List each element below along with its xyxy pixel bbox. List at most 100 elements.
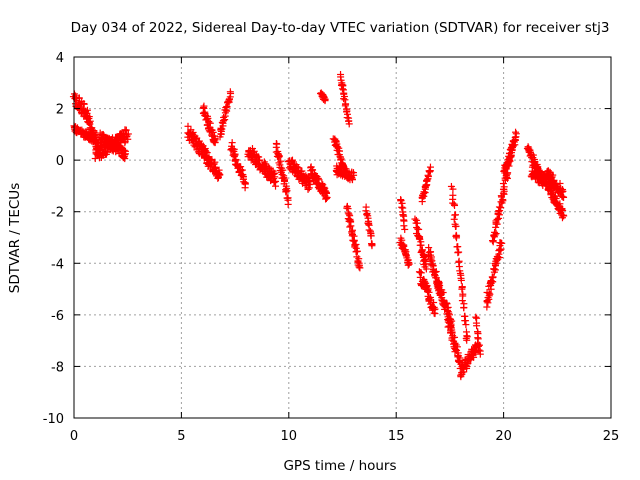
data-point [489, 273, 497, 281]
data-point [200, 104, 208, 112]
data-point [485, 289, 493, 297]
data-point [456, 354, 464, 362]
data-point [456, 267, 464, 275]
data-point [422, 265, 430, 273]
y-tick-label: 0 [56, 154, 64, 169]
data-point [298, 167, 306, 175]
data-point [85, 113, 93, 121]
x-tick-label: 5 [177, 429, 185, 444]
data-point [493, 215, 501, 223]
data-point [560, 212, 568, 220]
data-point [559, 193, 567, 201]
data-point [426, 163, 434, 171]
data-point [476, 350, 484, 358]
data-point [368, 240, 376, 248]
data-point [490, 265, 498, 273]
data-point [507, 153, 515, 161]
data-point [529, 151, 537, 159]
data-point [305, 184, 313, 192]
data-point [92, 131, 100, 139]
data-point [417, 269, 425, 277]
data-point [398, 203, 406, 211]
grid [74, 57, 611, 418]
data-point [491, 231, 499, 239]
data-point [452, 222, 460, 230]
data-point [472, 313, 480, 321]
data-point [411, 215, 419, 223]
data-point [402, 252, 410, 260]
data-point [347, 222, 355, 230]
data-points [69, 70, 568, 381]
data-point [487, 285, 495, 293]
data-point [121, 127, 129, 135]
data-point [417, 238, 425, 246]
data-point [449, 191, 457, 199]
data-point [353, 247, 361, 255]
data-point [452, 234, 460, 242]
x-tick-label: 15 [388, 429, 405, 444]
data-point [282, 188, 290, 196]
data-point [435, 278, 443, 286]
y-tick-label: -10 [43, 412, 64, 427]
data-point [512, 133, 520, 141]
data-point [436, 282, 444, 290]
data-point [345, 120, 353, 128]
data-point [421, 278, 429, 286]
data-point [80, 100, 88, 108]
data-point [492, 230, 500, 238]
data-point [288, 156, 296, 164]
data-point [321, 97, 329, 105]
data-point [314, 174, 322, 182]
data-point [218, 125, 226, 133]
y-tick-label: 2 [56, 103, 64, 118]
data-point [401, 225, 409, 233]
data-point [425, 288, 433, 296]
data-point [184, 122, 192, 130]
data-point [365, 226, 373, 234]
data-point [284, 200, 292, 208]
data-point [432, 268, 440, 276]
data-point [321, 184, 329, 192]
data-point [496, 254, 504, 262]
data-point [90, 127, 98, 135]
data-point [430, 303, 438, 311]
data-point [424, 171, 432, 179]
data-point [453, 343, 461, 351]
data-point [211, 138, 219, 146]
data-point [283, 187, 291, 195]
data-point [284, 194, 292, 202]
data-point [497, 203, 505, 211]
data-point [344, 205, 352, 213]
data-point [449, 185, 457, 193]
data-point [455, 248, 463, 256]
y-axis-label: SDTVAR / TECUs [7, 183, 23, 293]
data-point [423, 176, 431, 184]
data-point [303, 174, 311, 182]
data-point [431, 310, 439, 318]
data-point [281, 177, 289, 185]
data-point [445, 319, 453, 327]
data-point [451, 201, 459, 209]
data-point [448, 328, 456, 336]
data-point [322, 188, 330, 196]
data-point [363, 210, 371, 218]
data-point [450, 215, 458, 223]
data-point [548, 185, 556, 193]
y-tick-label: -2 [51, 206, 64, 221]
data-point [526, 146, 534, 154]
data-point [463, 333, 471, 341]
data-point [486, 290, 494, 298]
data-point [86, 117, 94, 125]
data-point [275, 153, 283, 161]
data-point [457, 276, 465, 284]
data-point [400, 222, 408, 230]
data-point [189, 128, 197, 136]
data-point [121, 150, 129, 158]
data-point [500, 183, 508, 191]
data-point [460, 303, 468, 311]
data-point [458, 283, 466, 291]
data-point [462, 321, 470, 329]
data-point [496, 246, 504, 254]
data-point [279, 166, 287, 174]
y-tick-label: 4 [56, 51, 64, 66]
